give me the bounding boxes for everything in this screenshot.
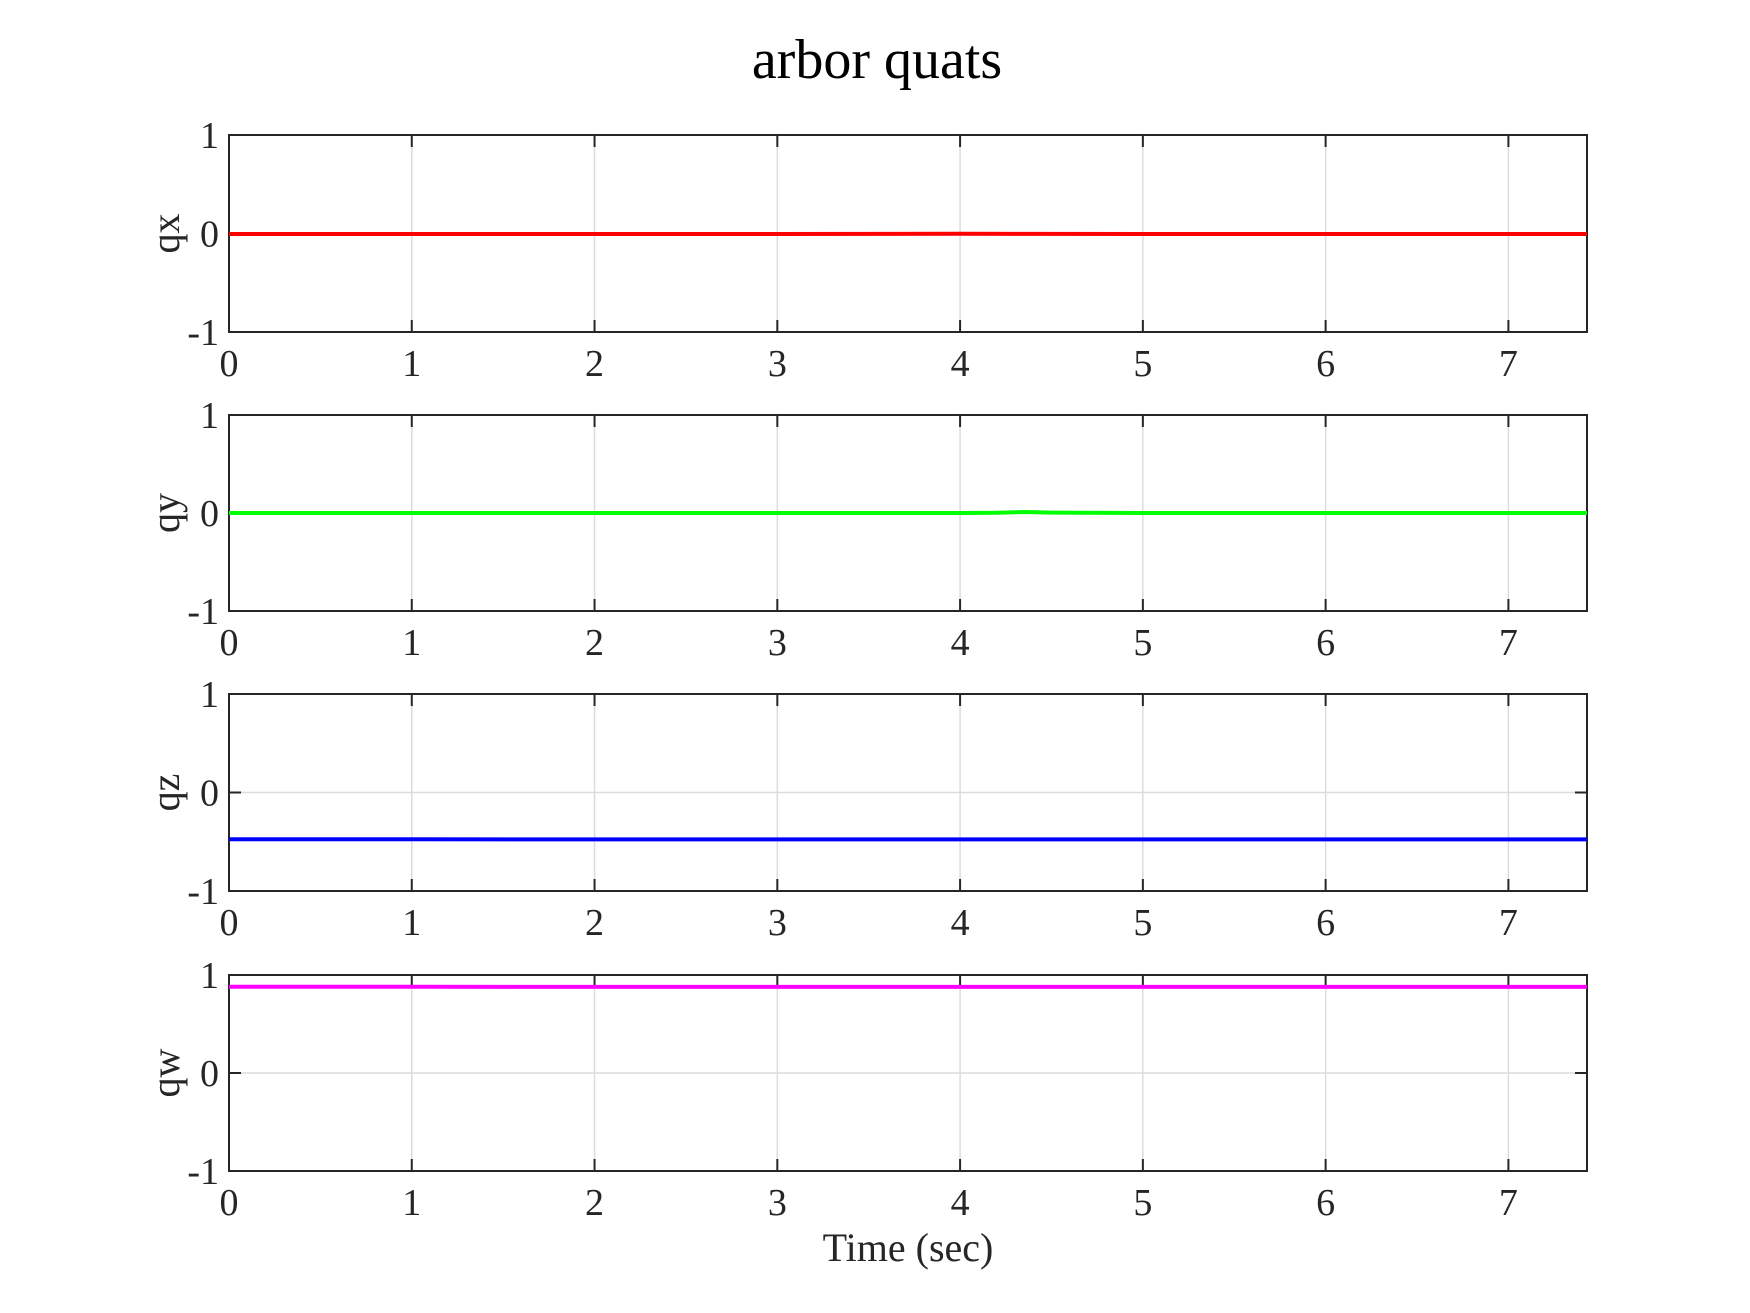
x-tick-label: 1: [402, 1182, 421, 1224]
y-axis-label: qw: [143, 1048, 188, 1097]
x-tick-label: 5: [1133, 902, 1152, 944]
x-tick-label: 2: [585, 622, 604, 664]
x-tick-label: 0: [220, 622, 239, 664]
y-tick-label: 1: [200, 955, 219, 997]
y-tick-label: -1: [187, 1151, 219, 1193]
x-tick-label: 3: [768, 343, 787, 385]
x-tick-label: 6: [1316, 622, 1335, 664]
x-tick-label: 4: [951, 902, 970, 944]
x-tick-label: 4: [951, 343, 970, 385]
y-axis-label: qy: [143, 493, 188, 533]
x-tick-label: 2: [585, 1182, 604, 1224]
x-tick-label: 7: [1499, 902, 1518, 944]
y-tick-label: 0: [200, 773, 219, 815]
x-tick-label: 0: [220, 1182, 239, 1224]
x-tick-label: 3: [768, 622, 787, 664]
x-tick-label: 4: [951, 1182, 970, 1224]
x-tick-label: 7: [1499, 622, 1518, 664]
x-tick-label: 4: [951, 622, 970, 664]
y-tick-label: 0: [200, 1053, 219, 1095]
x-tick-label: 1: [402, 622, 421, 664]
x-axis-label: Time (sec): [823, 1225, 994, 1270]
y-tick-label: 1: [200, 674, 219, 716]
x-tick-label: 7: [1499, 1182, 1518, 1224]
y-tick-label: -1: [187, 312, 219, 354]
x-tick-label: 6: [1316, 1182, 1335, 1224]
x-tick-label: 2: [585, 902, 604, 944]
x-tick-label: 3: [768, 902, 787, 944]
chart-title: arbor quats: [752, 29, 1002, 91]
x-tick-label: 0: [220, 343, 239, 385]
y-tick-label: -1: [187, 591, 219, 633]
y-tick-label: 1: [200, 115, 219, 157]
x-tick-label: 7: [1499, 343, 1518, 385]
x-tick-label: 5: [1133, 622, 1152, 664]
x-tick-label: 3: [768, 1182, 787, 1224]
x-tick-label: 2: [585, 343, 604, 385]
x-tick-label: 5: [1133, 1182, 1152, 1224]
y-tick-label: -1: [187, 871, 219, 913]
y-tick-label: 0: [200, 214, 219, 256]
x-tick-label: 1: [402, 343, 421, 385]
x-tick-label: 6: [1316, 343, 1335, 385]
y-axis-label: qz: [143, 774, 188, 812]
y-axis-label: qx: [143, 214, 188, 254]
x-tick-label: 6: [1316, 902, 1335, 944]
x-tick-label: 5: [1133, 343, 1152, 385]
series-line-qy: [229, 510, 1587, 515]
y-tick-label: 0: [200, 493, 219, 535]
y-tick-label: 1: [200, 395, 219, 437]
x-tick-label: 0: [220, 902, 239, 944]
x-tick-label: 1: [402, 902, 421, 944]
